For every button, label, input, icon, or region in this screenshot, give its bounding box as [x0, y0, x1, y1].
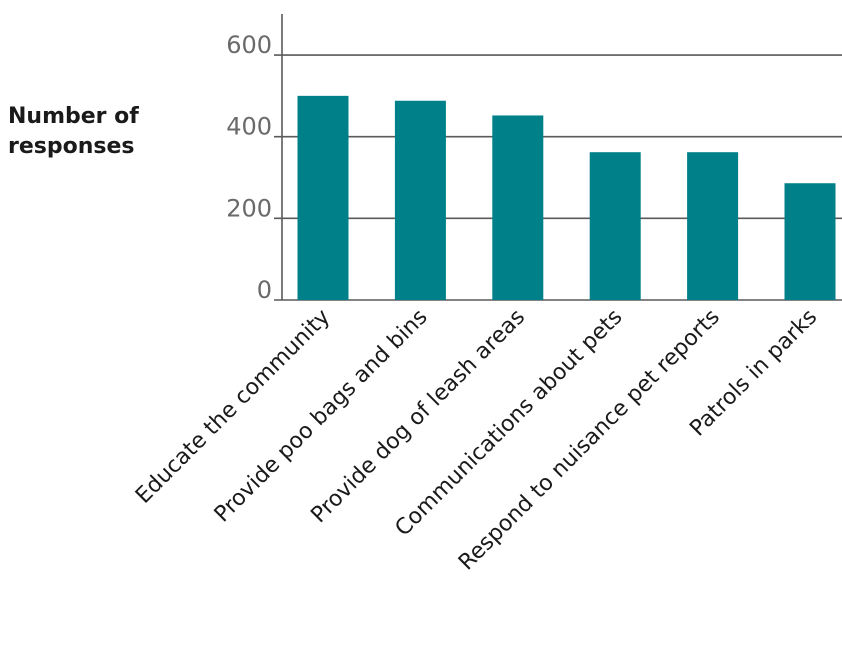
bar-2 — [394, 100, 446, 300]
y-axis-label: Number of responses — [8, 102, 168, 162]
bar-3 — [492, 115, 544, 301]
y-tick-label-0: 0 — [257, 276, 272, 304]
bar-1 — [297, 95, 349, 300]
y-tick-label-200: 200 — [226, 194, 272, 222]
x-category-label-3: Provide dog of leash areas — [306, 305, 530, 529]
bar-6 — [784, 183, 836, 300]
x-category-label-2: Provide poo bags and bins — [210, 305, 433, 528]
x-category-label-1: Educate the community — [131, 305, 335, 509]
y-tick-label-600: 600 — [226, 31, 272, 59]
y-axis-label-line-1: Number of — [8, 104, 139, 129]
bar-5 — [687, 152, 739, 300]
y-tick-label-400: 400 — [226, 113, 272, 141]
y-axis-label-line-2: responses — [8, 134, 135, 159]
bar-4 — [589, 152, 641, 300]
